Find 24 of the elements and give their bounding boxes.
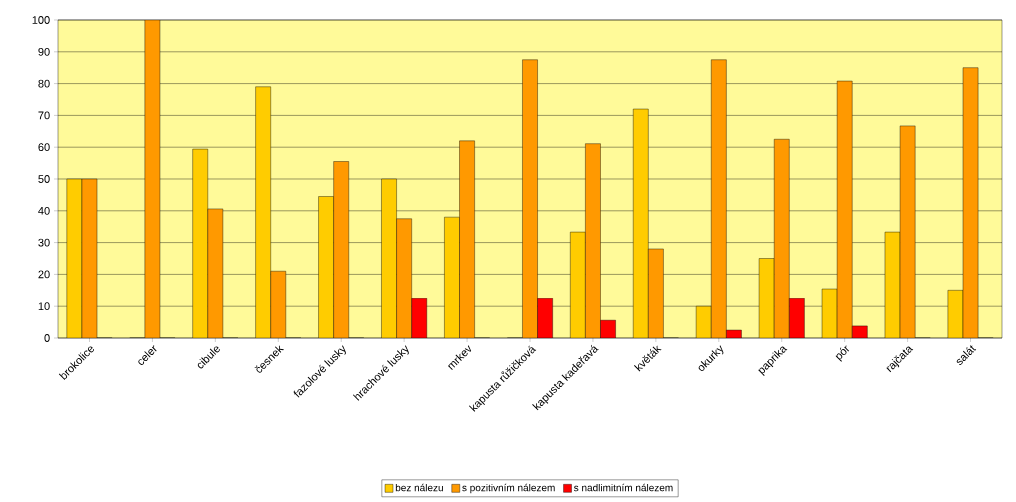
y-tick-label: 100: [32, 16, 50, 24]
y-tick-label: 70: [38, 111, 50, 120]
y-tick-label: 50: [38, 175, 50, 183]
bar: [758, 258, 775, 338]
x-tick-label: pór: [835, 345, 850, 362]
y-tick-label: 10: [38, 302, 50, 311]
bar: [381, 178, 397, 338]
y-tick-label: 30: [38, 238, 50, 247]
legend-label: s pozitivním nálezem: [462, 483, 555, 494]
legend-label: bez nálezu: [395, 483, 443, 492]
y-tick-label: 0: [44, 334, 50, 342]
y-tick-label: 40: [38, 206, 50, 215]
bar: [444, 216, 460, 338]
bar: [66, 178, 83, 338]
bar: [633, 108, 649, 338]
y-tick-label: 90: [38, 47, 50, 56]
y-tick-label: 20: [38, 270, 50, 279]
bar: [318, 196, 334, 338]
legend-label: s nadlimitním nálezem: [574, 483, 673, 492]
bar: [570, 231, 586, 338]
bar: [192, 148, 208, 338]
y-tick-label: 80: [38, 79, 50, 88]
y-tick-label: 60: [38, 143, 50, 152]
bar: [255, 86, 271, 338]
